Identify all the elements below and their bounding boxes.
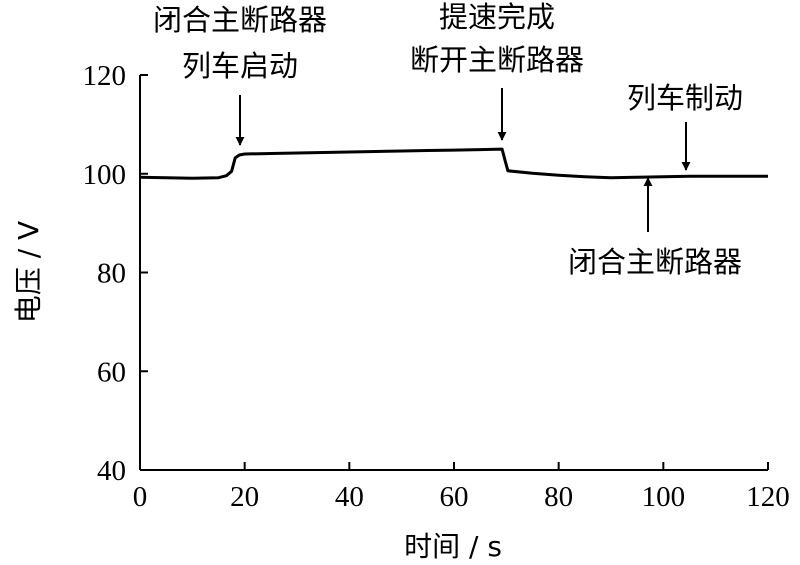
voltage-series-line [139,147,768,180]
series [139,147,768,180]
y-axis-label: 电压 / V [12,221,45,323]
annotation-label: 断开主断路器 [410,43,584,77]
x-tick-label: 0 [133,481,148,513]
y-tick-label: 40 [97,455,126,487]
x-tick-label: 60 [440,481,469,513]
annotation-label: 列车启动 [182,49,298,83]
ticks: 0 20 40 60 80 100 120 40 60 80 100 120 [83,60,790,513]
annotation-label: 提速完成 [439,0,555,34]
annotation-label: 闭合主断路器 [153,3,327,37]
x-tick-label: 80 [544,481,573,513]
y-tick-label: 80 [97,258,126,290]
x-tick-label: 20 [230,481,259,513]
x-tick-label: 100 [642,481,686,513]
x-tick-label: 120 [746,481,790,513]
x-axis-label: 时间 / s [404,530,502,563]
y-tick-label: 100 [83,159,127,191]
x-tick-label: 40 [335,481,364,513]
y-tick-label: 120 [83,60,127,92]
y-tick-label: 60 [97,356,126,388]
annotation-label: 闭合主断路器 [568,245,742,279]
annotation-label: 列车制动 [627,81,743,115]
